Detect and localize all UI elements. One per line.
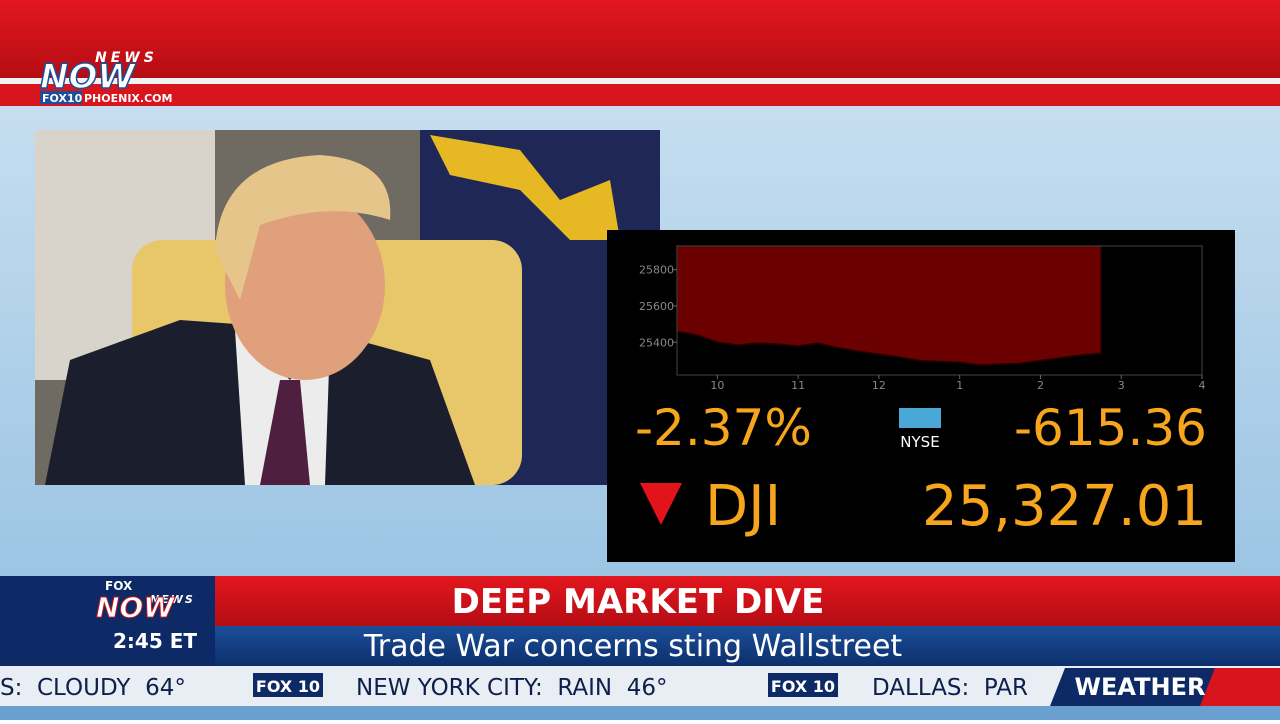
index-level: 25,327.01: [922, 474, 1207, 539]
index-name: DJI: [705, 474, 781, 539]
ticker-station-box: [768, 673, 838, 697]
price-area: [676, 245, 1102, 366]
ticker-item: DALLAS: PAR: [872, 675, 1028, 701]
logo-station-box: [40, 91, 82, 104]
photo-flag-emblem: [430, 135, 620, 240]
top-band: [0, 0, 1280, 78]
logo-now: NOW: [40, 57, 136, 97]
lower-now: NOW: [96, 591, 175, 624]
ticker-station: FOX 10: [256, 677, 320, 696]
lower-logo-box: [0, 576, 215, 666]
photo-hair: [215, 155, 391, 300]
photo-face: [225, 190, 385, 380]
y-tick-label: 25400: [639, 336, 674, 349]
down-arrow: [640, 483, 682, 525]
photo: [35, 130, 660, 485]
ticker-item: S: CLOUDY 64°: [0, 675, 186, 701]
ticker-station: FOX 10: [771, 677, 835, 696]
top-band-lower: [0, 84, 1280, 106]
nyse-label: NYSE: [900, 433, 939, 451]
weather-accent: [1200, 668, 1280, 706]
lower-network: FOX: [105, 579, 133, 593]
lower-news: NEWS: [150, 593, 195, 606]
clock: 2:45 ET: [113, 629, 197, 653]
x-tick-label: 10: [710, 379, 724, 392]
y-tick-label: 25600: [639, 300, 674, 313]
subhead: Trade War concerns sting Wallstreet: [363, 629, 903, 664]
x-tick-label: 3: [1118, 379, 1125, 392]
nyse-bars: [899, 408, 941, 428]
ticker-item: NEW YORK CITY: RAIN 46°: [356, 675, 667, 701]
nyse-logo: NYSE: [899, 408, 941, 451]
x-tick-label: 4: [1199, 379, 1206, 392]
logo-news: NEWS: [95, 50, 158, 66]
ticker-station-box: [253, 673, 323, 697]
weather-label: WEATHER: [1075, 673, 1206, 701]
x-tick-label: 2: [1037, 379, 1044, 392]
photo-tie: [260, 380, 310, 485]
y-tick-label: 25800: [639, 264, 674, 277]
change-percent: -2.37%: [635, 399, 812, 457]
headline: DEEP MARKET DIVE: [452, 582, 825, 622]
plot-frame: [676, 245, 1203, 376]
top-stripe: [0, 78, 1280, 84]
x-tick-label: 1: [956, 379, 963, 392]
change-points: -615.36: [1014, 399, 1207, 457]
ticker-bottom: [0, 706, 1280, 720]
logo-station: FOX10: [42, 92, 83, 105]
x-tick-label: 11: [791, 379, 805, 392]
logo-site: PHOENIX.COM: [84, 92, 172, 105]
x-tick-label: 12: [872, 379, 886, 392]
